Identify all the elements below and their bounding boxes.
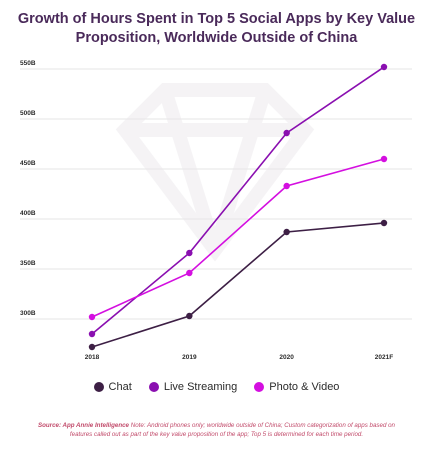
point-chat-2021F — [380, 219, 388, 227]
chart-title-line-2: Proposition, Worldwide Outside of China — [75, 30, 358, 46]
series-line-photo-video — [91, 158, 385, 318]
legend: Chat Live Streaming Photo & Video — [0, 381, 433, 393]
y-tick-label-500B: 500B — [20, 110, 36, 117]
y-tick-label-300B: 300B — [20, 310, 36, 317]
legend-item-live-streaming: Live Streaming — [148, 381, 238, 394]
point-chat-2020 — [283, 228, 290, 236]
legend-label-live-streaming: Live Streaming — [163, 381, 238, 394]
y-tick-label-350B: 350B — [20, 260, 36, 267]
source-note: Source: App Annie Intelligence Note: And… — [28, 422, 405, 439]
series-line-live-streaming — [91, 66, 385, 335]
series-line-chat — [91, 222, 385, 348]
gridlines — [20, 68, 412, 320]
legend-item-chat: Chat — [93, 381, 132, 394]
chart-title: Growth of Hours Spent in Top 5 Social Ap… — [0, 10, 433, 48]
y-tick-label-400B: 400B — [20, 210, 36, 217]
y-tick-label-550B: 550B — [20, 60, 36, 67]
point-live-streaming-2019 — [186, 249, 193, 257]
x-tick-label-2019: 2019 — [182, 354, 197, 361]
legend-swatch-live-streaming — [148, 382, 159, 393]
point-photo-video-2021F — [380, 155, 388, 163]
series-lines — [88, 63, 388, 351]
legend-label-photo-video: Photo & Video — [269, 381, 340, 394]
y-tick-label-450B: 450B — [20, 160, 36, 167]
point-photo-video-2018 — [88, 313, 96, 321]
source-label: Source: App Annie Intelligence — [38, 422, 129, 429]
point-photo-video-2020 — [283, 182, 290, 190]
diamond-watermark-icon — [115, 83, 315, 262]
legend-label-chat: Chat — [108, 381, 132, 394]
legend-swatch-chat — [93, 382, 104, 393]
y-axis-ticks: 300B 350B 400B 450B 500B 550B — [20, 60, 36, 317]
x-axis-ticks: 2018 2019 2020 2021F — [85, 354, 393, 361]
x-tick-label-2021F: 2021F — [375, 354, 393, 361]
x-tick-label-2018: 2018 — [85, 354, 100, 361]
point-photo-video-2019 — [186, 269, 193, 277]
point-chat-2019 — [186, 312, 193, 320]
source-note-text: Note: Android phones only; worldwide out… — [69, 422, 395, 438]
point-live-streaming-2018 — [88, 330, 96, 338]
x-tick-label-2020: 2020 — [279, 354, 294, 361]
chart-title-line-1: Growth of Hours Spent in Top 5 Social Ap… — [17, 11, 416, 27]
legend-swatch-photo-video — [254, 382, 265, 393]
point-chat-2018 — [88, 343, 96, 351]
legend-item-photo-video: Photo & Video — [254, 381, 339, 393]
point-live-streaming-2021F — [380, 63, 388, 71]
point-live-streaming-2020 — [283, 129, 290, 137]
